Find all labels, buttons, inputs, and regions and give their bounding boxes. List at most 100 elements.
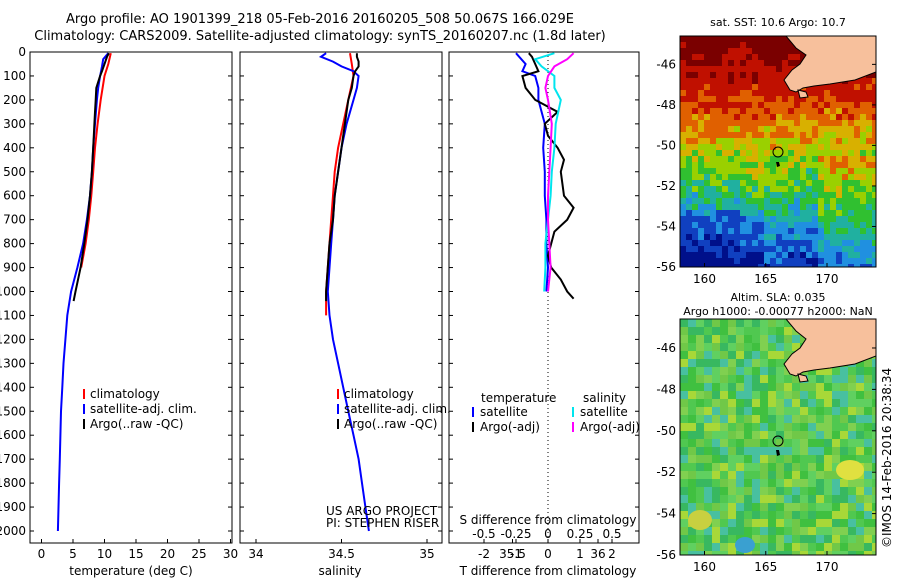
temperature-tick-label: 0 bbox=[38, 547, 46, 561]
temperature-series-0 bbox=[80, 52, 112, 268]
latitude-tick-label: -46 bbox=[656, 341, 676, 355]
latitude-tick-label: -48 bbox=[656, 382, 676, 396]
temperature-legend-label: satellite-adj. clim. bbox=[90, 402, 197, 416]
figure-title-line2: Climatology: CARS2009. Satellite-adjuste… bbox=[34, 29, 606, 44]
depth-tick-label: 1500 bbox=[0, 404, 26, 418]
difference-legend-label: Argo(-adj) bbox=[580, 420, 640, 434]
difference-legend-label: satellite bbox=[580, 405, 628, 419]
latitude-tick-label: -56 bbox=[656, 260, 676, 274]
depth-tick-label: 200 bbox=[3, 93, 26, 107]
t-difference-tick-label: 1 bbox=[576, 547, 584, 561]
depth-tick-label: 400 bbox=[3, 141, 26, 155]
s-difference-tick-label: 0.25 bbox=[567, 527, 594, 541]
salinity-legend-label: satellite-adj. clim. bbox=[344, 402, 451, 416]
temperature-tick-label: 10 bbox=[97, 547, 112, 561]
depth-tick-label: 1700 bbox=[0, 452, 26, 466]
temperature-tick-label: 30 bbox=[223, 547, 238, 561]
difference-legend-label: Argo(-adj) bbox=[480, 420, 540, 434]
new-zealand-landmass bbox=[783, 36, 876, 93]
temperature-legend-label: Argo(..raw -QC) bbox=[90, 417, 183, 431]
temperature-series-2 bbox=[72, 52, 110, 302]
sst-map-title: sat. SST: 10.6 Argo: 10.7 bbox=[710, 16, 846, 29]
legend-title-temperature: temperature bbox=[481, 391, 556, 405]
latitude-tick-label: -54 bbox=[656, 219, 676, 233]
sla-map-subtitle: Argo h1000: -0.00077 h2000: NaN bbox=[683, 305, 873, 318]
sla-map-image bbox=[680, 319, 876, 555]
sla-map-title: Altim. SLA: 0.035 bbox=[730, 291, 825, 304]
sst-map-image bbox=[680, 36, 876, 267]
temperature-series-1 bbox=[56, 52, 110, 532]
depth-tick-label: 0 bbox=[18, 45, 26, 59]
island-mark-sla bbox=[776, 450, 780, 456]
depth-tick-label: 1300 bbox=[0, 356, 26, 370]
difference-series-3 bbox=[544, 52, 575, 292]
salinity-tick-label: 34 bbox=[248, 547, 263, 561]
sla-map-frame bbox=[679, 318, 877, 556]
s-difference-axis-label: S difference from climatology bbox=[460, 513, 637, 527]
t-difference-tick-label: -1 bbox=[510, 547, 522, 561]
t-difference-tick-label: 0 bbox=[544, 547, 552, 561]
t-difference-tick-label: -2 bbox=[478, 547, 490, 561]
t-difference-axis-label: T difference from climatology bbox=[459, 564, 637, 578]
depth-tick-label: 1800 bbox=[0, 476, 26, 490]
argo-position-marker-sla bbox=[772, 435, 784, 447]
s-difference-tick-label: 0.5 bbox=[602, 527, 621, 541]
s-difference-tick-label: 0 bbox=[544, 527, 552, 541]
salinity-tick-label: 34.5 bbox=[328, 547, 355, 561]
temperature-tick-label: 25 bbox=[191, 547, 206, 561]
salinity-axes bbox=[239, 51, 443, 544]
s-difference-tick-label: -0.5 bbox=[472, 527, 495, 541]
temperature-axes bbox=[29, 51, 233, 544]
salinity-tick-label: 35.5 bbox=[499, 547, 526, 561]
argo-position-marker bbox=[772, 146, 784, 158]
depth-tick-label: 800 bbox=[3, 237, 26, 251]
depth-tick-label: 1900 bbox=[0, 500, 26, 514]
project-annotation: US ARGO PROJECT bbox=[326, 504, 438, 518]
depth-tick-label: 900 bbox=[3, 261, 26, 275]
longitude-tick-label: 165 bbox=[754, 560, 777, 574]
latitude-tick-label: -52 bbox=[656, 179, 676, 193]
depth-tick-label: 1100 bbox=[0, 308, 26, 322]
depth-tick-label: 700 bbox=[3, 213, 26, 227]
depth-tick-label: 1400 bbox=[0, 380, 26, 394]
longitude-tick-label: 165 bbox=[754, 272, 777, 286]
project-annotation: PI: STEPHEN RISER bbox=[326, 516, 439, 530]
salinity-tick-label: 35 bbox=[419, 547, 434, 561]
depth-tick-label: 1000 bbox=[0, 285, 26, 299]
depth-tick-label: 500 bbox=[3, 165, 26, 179]
salinity-axis-label: salinity bbox=[318, 564, 361, 578]
t-difference-tick-label: 2 bbox=[608, 547, 616, 561]
latitude-tick-label: -52 bbox=[656, 465, 676, 479]
depth-tick-label: 1200 bbox=[0, 332, 26, 346]
depth-tick-label: 1600 bbox=[0, 428, 26, 442]
legend-title-salinity: salinity bbox=[583, 391, 626, 405]
longitude-tick-label: 170 bbox=[816, 272, 839, 286]
longitude-tick-label: 170 bbox=[816, 560, 839, 574]
stewart-island-sla bbox=[797, 373, 809, 383]
difference-legend-label: satellite bbox=[480, 405, 528, 419]
stewart-island bbox=[797, 89, 809, 99]
salinity-legend-label: Argo(..raw -QC) bbox=[344, 417, 437, 431]
longitude-tick-label: 160 bbox=[693, 560, 716, 574]
island-mark bbox=[776, 162, 780, 167]
temperature-legend-label: climatology bbox=[90, 387, 160, 401]
latitude-tick-label: -46 bbox=[656, 57, 676, 71]
depth-tick-label: 600 bbox=[3, 189, 26, 203]
latitude-tick-label: -54 bbox=[656, 507, 676, 521]
temperature-tick-label: 20 bbox=[160, 547, 175, 561]
difference-series-1 bbox=[521, 52, 575, 300]
figure-title-line1: Argo profile: AO 1901399_218 05-Feb-2016… bbox=[66, 12, 574, 27]
imos-credit: ©IMOS 14-Feb-2016 20:38:34 bbox=[880, 367, 894, 548]
latitude-tick-label: -50 bbox=[656, 424, 676, 438]
salinity-tick-label: 36 bbox=[590, 547, 605, 561]
depth-tick-label: 2000 bbox=[0, 524, 26, 538]
latitude-tick-label: -50 bbox=[656, 138, 676, 152]
temperature-axis-label: temperature (deg C) bbox=[69, 564, 192, 578]
longitude-tick-label: 160 bbox=[693, 272, 716, 286]
temperature-tick-label: 15 bbox=[128, 547, 143, 561]
temperature-tick-label: 5 bbox=[69, 547, 77, 561]
latitude-tick-label: -48 bbox=[656, 98, 676, 112]
s-difference-tick-label: -0.25 bbox=[500, 527, 531, 541]
latitude-tick-label: -56 bbox=[656, 548, 676, 562]
salinity-legend-label: climatology bbox=[344, 387, 414, 401]
